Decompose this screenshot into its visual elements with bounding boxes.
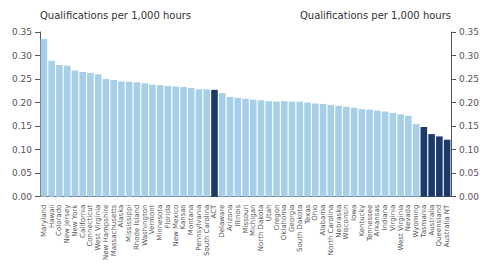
svg-text:Nevada: Nevada — [404, 204, 413, 232]
svg-text:0.15: 0.15 — [12, 121, 32, 131]
svg-text:Queensland: Queensland — [435, 204, 444, 247]
svg-text:North Dakota: North Dakota — [257, 204, 265, 252]
svg-text:Oklahoma: Oklahoma — [280, 204, 289, 241]
svg-text:Mississippi: Mississippi — [125, 204, 134, 242]
svg-text:Massachusetts: Massachusetts — [109, 204, 118, 257]
svg-text:Minnesota: Minnesota — [156, 204, 165, 241]
svg-text:Hawaii: Hawaii — [47, 204, 56, 229]
svg-text:0.30: 0.30 — [12, 51, 32, 61]
svg-text:California: California — [78, 204, 87, 238]
svg-text:0.25: 0.25 — [459, 74, 479, 84]
svg-text:Pennsylvania: Pennsylvania — [195, 204, 203, 251]
svg-text:Wisconsin: Wisconsin — [342, 204, 351, 240]
svg-text:Utah: Utah — [264, 204, 273, 222]
svg-text:ACT: ACT — [210, 204, 219, 219]
svg-text:West Virginia: West Virginia — [396, 204, 405, 251]
svg-text:Illinois: Illinois — [233, 204, 242, 227]
svg-text:0.00: 0.00 — [459, 192, 479, 202]
svg-text:0.35: 0.35 — [459, 27, 479, 37]
svg-text:Colorado: Colorado — [55, 204, 64, 236]
svg-text:South Dakota: South Dakota — [295, 204, 304, 252]
svg-text:0.15: 0.15 — [459, 121, 479, 131]
svg-text:Alaska: Alaska — [117, 204, 126, 228]
svg-text:Ohio: Ohio — [311, 204, 320, 221]
svg-text:Tasmania: Tasmania — [419, 204, 428, 238]
svg-text:Wyoming: Wyoming — [412, 204, 421, 238]
svg-text:Montana: Montana — [187, 204, 196, 236]
svg-text:Qualifications per 1,000 hours: Qualifications per 1,000 hours — [40, 10, 191, 21]
svg-text:0.20: 0.20 — [12, 98, 32, 108]
svg-text:Florida: Florida — [164, 204, 172, 229]
svg-text:Virginia: Virginia — [388, 204, 397, 231]
svg-text:Arkansas: Arkansas — [373, 204, 382, 237]
svg-text:Maryland: Maryland — [39, 204, 48, 238]
svg-text:Qualifications per 1,000 hours: Qualifications per 1,000 hours — [300, 10, 451, 21]
svg-text:Australia: Australia — [427, 204, 436, 236]
svg-text:Rhode Island: Rhode Island — [132, 204, 141, 250]
svg-text:Michigan: Michigan — [249, 204, 258, 236]
svg-text:Washington: Washington — [140, 204, 149, 246]
svg-text:Oregon: Oregon — [272, 204, 281, 231]
svg-text:0.05: 0.05 — [459, 168, 479, 178]
svg-text:North Carolina: North Carolina — [326, 204, 335, 256]
svg-text:Indiana: Indiana — [381, 204, 390, 231]
svg-text:Iowa: Iowa — [350, 204, 359, 221]
svg-text:0.00: 0.00 — [12, 192, 32, 202]
svg-text:South Carolina: South Carolina — [202, 204, 211, 256]
svg-text:0.10: 0.10 — [12, 145, 32, 155]
svg-text:0.35: 0.35 — [12, 27, 32, 37]
svg-text:0.25: 0.25 — [12, 74, 32, 84]
svg-text:New Hampshire: New Hampshire — [101, 204, 110, 260]
svg-text:Delaware: Delaware — [218, 204, 227, 238]
svg-text:0.30: 0.30 — [459, 51, 479, 61]
svg-text:Alabama: Alabama — [319, 204, 327, 236]
svg-text:West Virginia: West Virginia — [94, 204, 103, 251]
svg-text:Connecticut: Connecticut — [86, 204, 95, 247]
svg-text:Kentucky: Kentucky — [357, 204, 366, 237]
svg-text:Georgia: Georgia — [288, 204, 296, 233]
svg-text:Kansas: Kansas — [179, 204, 188, 230]
svg-text:Vermont: Vermont — [148, 204, 157, 235]
svg-text:Australia NT: Australia NT — [443, 204, 451, 247]
svg-text:0.10: 0.10 — [459, 145, 479, 155]
svg-text:Arizona: Arizona — [226, 204, 234, 231]
svg-text:New York: New York — [70, 204, 79, 237]
svg-text:Tennessee: Tennessee — [365, 204, 374, 242]
svg-text:New Mexico: New Mexico — [171, 204, 180, 247]
svg-text:Nebraska: Nebraska — [334, 204, 343, 238]
svg-text:New Jersey: New Jersey — [63, 204, 72, 244]
svg-text:0.20: 0.20 — [459, 98, 479, 108]
svg-text:Missouri: Missouri — [241, 204, 250, 234]
svg-text:Texas: Texas — [303, 204, 312, 224]
svg-text:0.05: 0.05 — [12, 168, 32, 178]
